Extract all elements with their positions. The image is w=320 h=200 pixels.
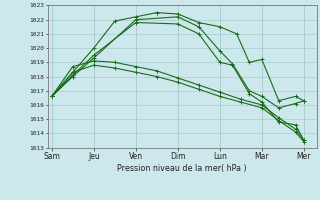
X-axis label: Pression niveau de la mer( hPa ): Pression niveau de la mer( hPa ) bbox=[117, 164, 247, 173]
